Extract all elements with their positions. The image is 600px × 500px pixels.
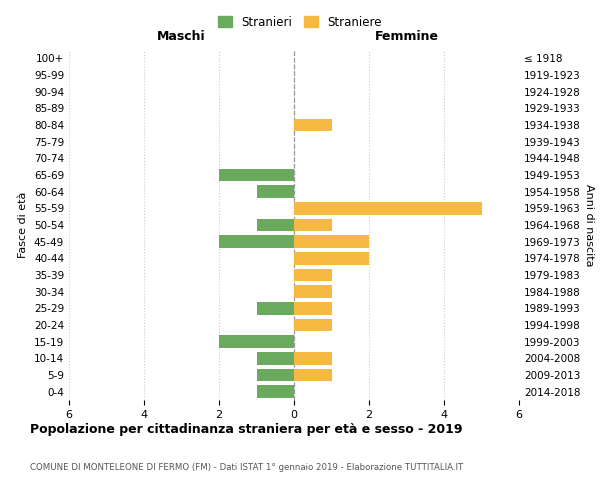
- Bar: [257, 186, 294, 198]
- Bar: [294, 269, 331, 281]
- Bar: [294, 352, 331, 364]
- Bar: [294, 286, 331, 298]
- Bar: [294, 319, 331, 331]
- Bar: [294, 236, 369, 248]
- Bar: [257, 386, 294, 398]
- Bar: [294, 252, 369, 264]
- Text: Maschi: Maschi: [157, 30, 206, 44]
- Text: COMUNE DI MONTELEONE DI FERMO (FM) - Dati ISTAT 1° gennaio 2019 - Elaborazione T: COMUNE DI MONTELEONE DI FERMO (FM) - Dat…: [30, 462, 463, 471]
- Bar: [294, 369, 331, 381]
- Bar: [219, 236, 294, 248]
- Y-axis label: Anni di nascita: Anni di nascita: [584, 184, 595, 266]
- Bar: [294, 302, 331, 314]
- Y-axis label: Fasce di età: Fasce di età: [19, 192, 28, 258]
- Bar: [257, 219, 294, 231]
- Bar: [219, 336, 294, 348]
- Legend: Stranieri, Straniere: Stranieri, Straniere: [213, 11, 387, 34]
- Text: Popolazione per cittadinanza straniera per età e sesso - 2019: Popolazione per cittadinanza straniera p…: [30, 422, 463, 436]
- Bar: [294, 219, 331, 231]
- Bar: [257, 352, 294, 364]
- Bar: [219, 169, 294, 181]
- Bar: [294, 202, 482, 214]
- Bar: [257, 369, 294, 381]
- Bar: [257, 302, 294, 314]
- Bar: [294, 119, 331, 132]
- Text: Femmine: Femmine: [374, 30, 439, 44]
